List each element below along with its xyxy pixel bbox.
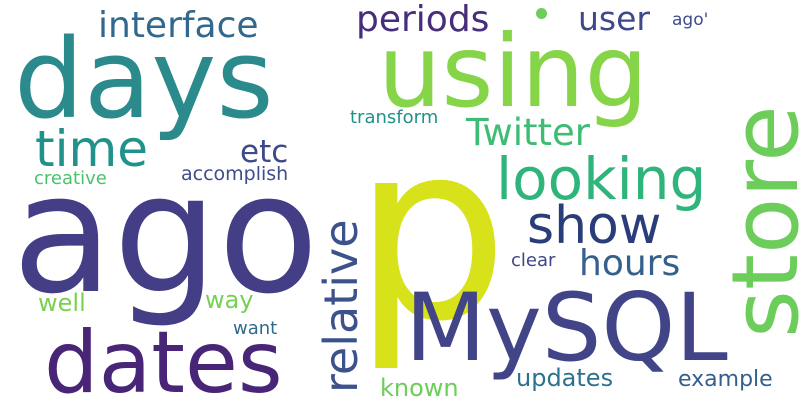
word-using: using	[378, 13, 649, 130]
word-dates: dates	[44, 313, 283, 400]
word-show: show	[527, 196, 662, 256]
word-periods: periods	[356, 0, 490, 40]
word-well: well	[38, 289, 86, 317]
word-p: p	[353, 90, 509, 375]
word-way: way	[205, 286, 254, 314]
word-example: example	[678, 367, 773, 392]
word-want: want	[233, 318, 278, 339]
word-transform: transform	[350, 107, 439, 128]
word-interface: interface	[98, 5, 259, 46]
word-updates: updates	[516, 364, 614, 392]
word-accomplish: accomplish	[181, 163, 289, 185]
word-relative: relative	[314, 219, 368, 393]
word-etc: etc	[240, 134, 289, 170]
word-user: user	[578, 0, 650, 38]
word-ago: ago	[12, 138, 319, 330]
word-twitter: Twitter	[466, 111, 591, 154]
word-clear: clear	[511, 250, 556, 271]
word-mysql: MySQL	[405, 274, 728, 383]
word-time: time	[35, 120, 148, 178]
word-ago-quote: ago'	[672, 10, 709, 30]
decorative-dot	[536, 8, 547, 19]
word-known: known	[380, 374, 459, 400]
word-days: days	[14, 15, 274, 143]
word-store: store	[712, 105, 800, 338]
word-hours: hours	[579, 243, 681, 284]
word-looking: looking	[496, 145, 707, 213]
word-creative: creative	[34, 168, 107, 189]
